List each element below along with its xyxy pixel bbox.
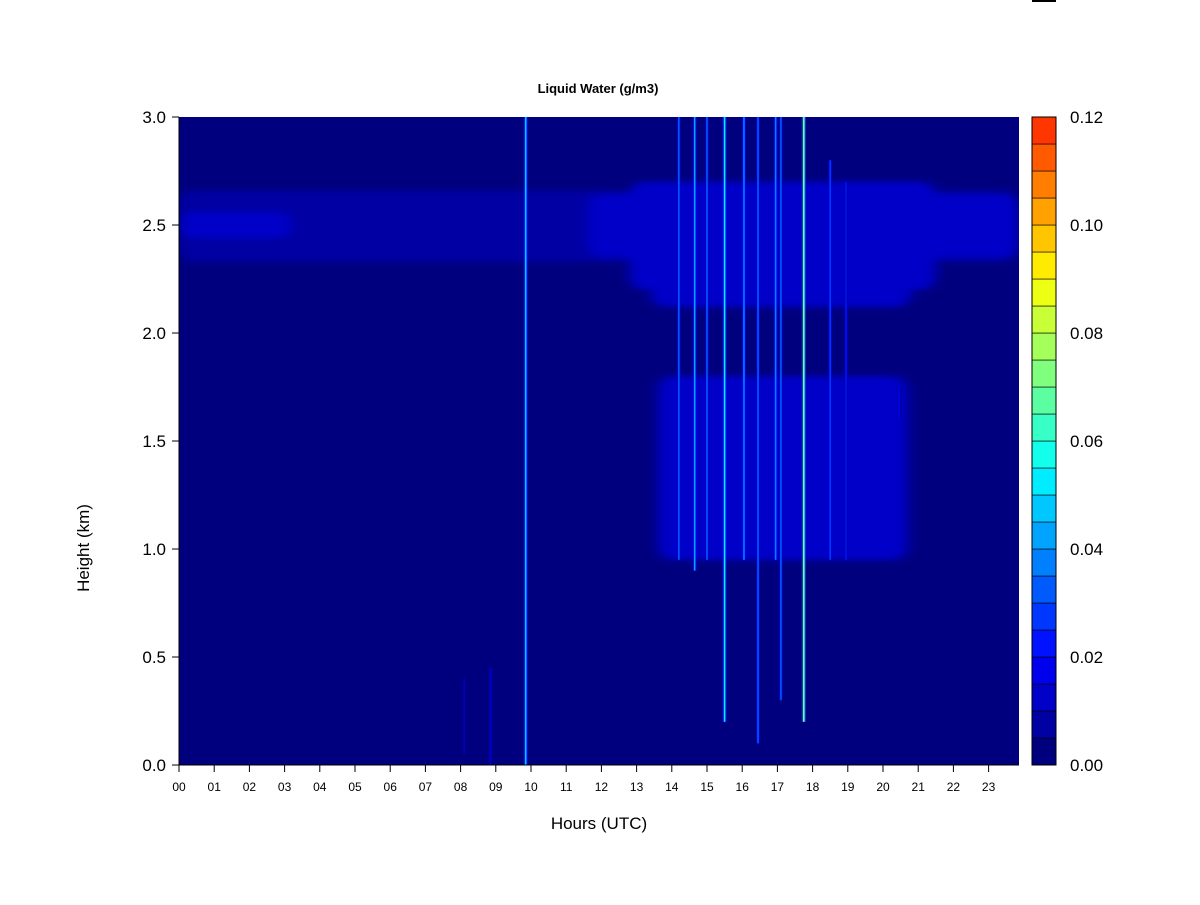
x-axis: 00 01 02 03 04 05 06 07 08 09 10 11 12 13 14 15 16 17 18 19…: [172, 764, 1019, 794]
spike: [743, 117, 745, 560]
colorbar-cell: [1031, 359, 1057, 388]
colorbar: 0.00 0.02 0.04 0.06 0.08 0.10 0.12: [1031, 108, 1103, 775]
colorbar-cell: [1031, 629, 1057, 658]
x-tick-label: 20: [876, 780, 890, 794]
y-tick-label: 1.0: [142, 540, 166, 559]
colorbar-cell: [1031, 116, 1057, 145]
x-tick-label: 23: [982, 780, 996, 794]
colorbar-cell: [1031, 413, 1057, 442]
colorbar-cell: [1031, 332, 1057, 361]
plot-clip-group: [179, 117, 1019, 765]
colorbar-tick-label: 0.04: [1070, 540, 1103, 559]
spike: [706, 117, 708, 560]
x-tick-label: 18: [806, 780, 820, 794]
colorbar-cell: [1031, 575, 1057, 604]
spike: [524, 117, 527, 765]
y-tick-label: 1.5: [142, 432, 166, 451]
x-tick-label: 21: [912, 780, 926, 794]
x-tick-label: 07: [419, 780, 433, 794]
colorbar-cell: [1031, 440, 1057, 469]
colorbar-cell: [1031, 143, 1057, 172]
colorbar-cell: [1031, 278, 1057, 307]
y-tick-label: 0.0: [142, 756, 166, 775]
y-tick-label: 2.5: [142, 216, 166, 235]
spike: [898, 387, 900, 420]
spike: [678, 117, 680, 560]
spike: [829, 160, 831, 560]
spike: [757, 117, 759, 744]
colorbar-cell: [1031, 467, 1057, 496]
y-axis-label: Height (km): [74, 504, 93, 592]
x-tick-label: 13: [630, 780, 644, 794]
colorbar-tick-label: 0.08: [1070, 324, 1103, 343]
colorbar-tick-label: 0.12: [1070, 108, 1103, 127]
plot-area: [179, 117, 1019, 765]
spike: [723, 117, 726, 722]
x-tick-label: 01: [208, 780, 222, 794]
colorbar-cell: [1031, 170, 1057, 199]
x-tick-label: 08: [454, 780, 468, 794]
spike: [845, 181, 847, 560]
colorbar-cell: [1031, 710, 1057, 739]
x-tick-label: 17: [771, 780, 785, 794]
x-tick-label: 11: [560, 780, 573, 794]
x-tick-label: 22: [947, 780, 961, 794]
y-tick-label: 0.5: [142, 648, 166, 667]
x-axis-label: Hours (UTC): [551, 814, 647, 833]
x-tick-label: 03: [278, 780, 292, 794]
colorbar-cell: [1031, 602, 1057, 631]
spike: [693, 117, 696, 571]
colorbar-cell: [1031, 305, 1057, 334]
x-tick-label: 05: [348, 780, 362, 794]
chart-title: Liquid Water (g/m3): [538, 81, 659, 96]
spikes: [462, 117, 901, 765]
colorbar-cell: [1031, 224, 1057, 253]
spike: [803, 117, 805, 722]
colorbar-frame: [1031, 116, 1057, 766]
x-tick-label: 16: [736, 780, 750, 794]
colorbar-tick-label: 0.00: [1070, 756, 1103, 775]
corner-mark: [1032, 0, 1056, 2]
colorbar-tick-label: 0.10: [1070, 216, 1103, 235]
colorbar-cell: [1031, 656, 1057, 685]
y-tick-label: 2.0: [142, 324, 166, 343]
spike: [780, 117, 782, 701]
x-tick-label: 09: [489, 780, 503, 794]
colorbar-cell: [1031, 521, 1057, 550]
cloud-layer: [179, 212, 292, 238]
x-tick-label: 00: [172, 780, 186, 794]
y-axis: 0.0 0.5 1.0 1.5 2.0 2.5 3.0: [142, 108, 180, 775]
colorbar-cell: [1031, 683, 1057, 712]
spike: [489, 667, 492, 765]
colorbar-cell: [1031, 737, 1057, 766]
colorbar-cell: [1031, 494, 1057, 523]
colorbar-cell: [1031, 251, 1057, 280]
colorbar-cell: [1031, 197, 1057, 226]
colorbar-cell: [1031, 386, 1057, 415]
x-tick-label: 10: [524, 780, 538, 794]
x-tick-label: 14: [665, 780, 679, 794]
x-tick-label: 04: [313, 780, 327, 794]
x-tick-label: 12: [595, 780, 609, 794]
colorbar-cell: [1031, 548, 1057, 577]
x-tick-label: 02: [243, 780, 257, 794]
x-tick-label: 06: [384, 780, 398, 794]
colorbar-tick-label: 0.06: [1070, 432, 1103, 451]
colorbar-tick-label: 0.02: [1070, 648, 1103, 667]
x-tick-label: 15: [700, 780, 714, 794]
x-tick-label: 19: [841, 780, 855, 794]
spike: [463, 678, 465, 755]
y-tick-label: 3.0: [142, 108, 166, 127]
spike: [774, 117, 777, 560]
